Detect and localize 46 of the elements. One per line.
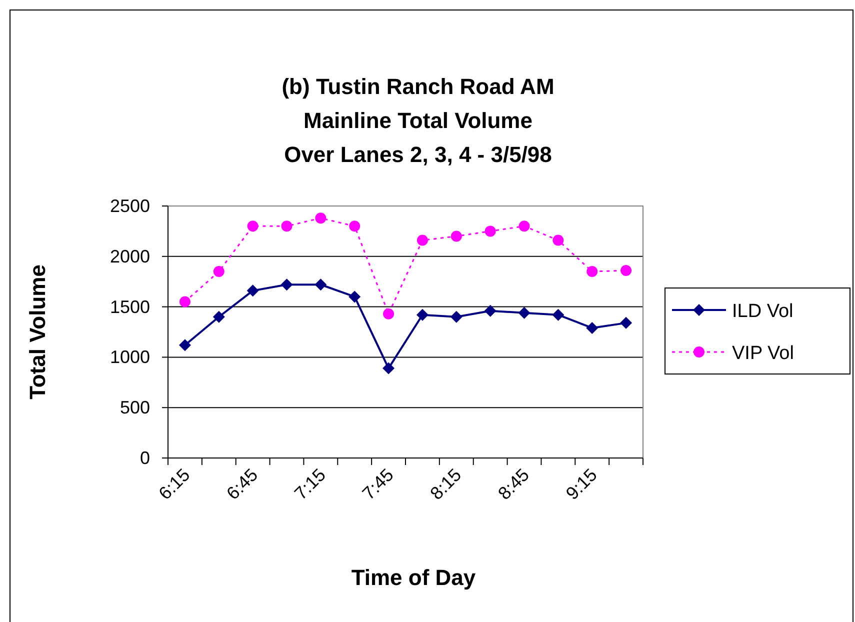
point bbox=[281, 220, 292, 232]
point bbox=[178, 339, 191, 352]
point bbox=[416, 234, 428, 246]
point bbox=[179, 296, 190, 308]
point bbox=[450, 230, 462, 242]
point bbox=[247, 220, 258, 232]
point bbox=[382, 362, 395, 374]
x-tick-label: 6:15 bbox=[154, 464, 194, 504]
point bbox=[280, 278, 293, 291]
x-tick-label: 8:15 bbox=[426, 464, 466, 504]
point bbox=[484, 304, 496, 317]
point bbox=[586, 322, 598, 334]
x-tick-label: 7:15 bbox=[290, 464, 330, 504]
point bbox=[552, 308, 564, 321]
point bbox=[586, 266, 598, 278]
point bbox=[213, 266, 224, 278]
x-tick-label: 6:45 bbox=[222, 464, 262, 504]
legend-label: VIP Vol bbox=[732, 343, 794, 364]
x-tick-label: 9:15 bbox=[562, 464, 601, 504]
legend-label: ILD Vol bbox=[732, 301, 794, 322]
point bbox=[348, 290, 361, 303]
chart-title: (b) Tustin Ranch Road AM Mainline Total Volume Over Lanes 2, 3, 4 - 3/5/98 bbox=[282, 74, 554, 167]
y-tick-label: 1000 bbox=[110, 347, 150, 368]
point bbox=[620, 265, 632, 276]
point bbox=[620, 316, 632, 329]
point bbox=[484, 226, 496, 237]
y-tick-label: 1500 bbox=[110, 296, 150, 317]
point bbox=[212, 310, 225, 323]
y-axis-title: Total Volume bbox=[25, 264, 50, 400]
point bbox=[383, 308, 394, 320]
x-tick-label: 8:45 bbox=[494, 464, 534, 504]
x-tick-label: 7:45 bbox=[358, 464, 398, 504]
y-tick-label: 2000 bbox=[110, 246, 150, 266]
point bbox=[450, 310, 462, 323]
point bbox=[349, 220, 360, 232]
point bbox=[552, 234, 564, 246]
point bbox=[416, 308, 428, 321]
point bbox=[518, 306, 530, 319]
point bbox=[246, 284, 259, 297]
point bbox=[518, 220, 530, 232]
point bbox=[314, 278, 327, 291]
y-tick-label: 0 bbox=[140, 448, 150, 468]
y-tick-label: 500 bbox=[120, 398, 150, 418]
point bbox=[315, 212, 326, 224]
y-tick-label: 2500 bbox=[110, 196, 150, 216]
x-axis-title: Time of Day bbox=[351, 565, 476, 590]
